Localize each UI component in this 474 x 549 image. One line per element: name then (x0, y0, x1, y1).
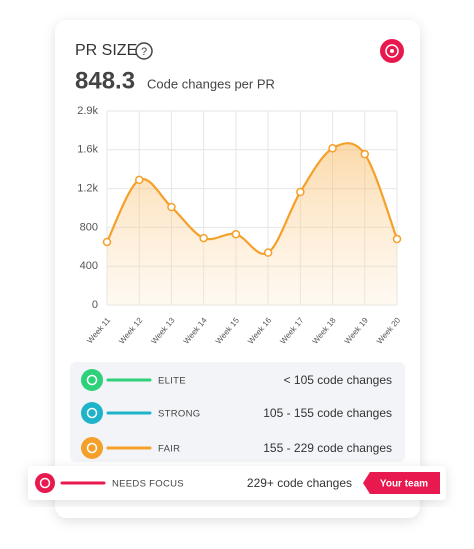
tier-icon-mark (86, 407, 98, 419)
y-tick-label: 2.9k (77, 105, 98, 117)
point (263, 248, 273, 257)
point (102, 237, 112, 247)
tier-label: STRONG (158, 409, 200, 420)
tier-range: 229+ code changes (247, 476, 352, 490)
point (296, 187, 305, 197)
point (392, 234, 402, 244)
chart-title: PR SIZE (75, 42, 137, 59)
area (107, 143, 397, 305)
tier-label: FAIR (158, 444, 180, 455)
target-icon (385, 44, 399, 58)
tier-icon (35, 473, 55, 493)
point (360, 149, 370, 159)
y-tick-label: 1.2k (77, 183, 98, 195)
tier-range: 155 - 229 code changes (263, 441, 392, 455)
tier-icon-mark (86, 374, 98, 386)
focus-row (28, 466, 446, 500)
tier-range: < 105 code changes (284, 373, 392, 387)
y-tick-label: 0 (92, 299, 98, 311)
headline-value: 848.3 (75, 67, 135, 94)
tier-label: NEEDS FOCUS (112, 479, 184, 490)
subtitle: Code changes per PR (147, 76, 275, 91)
tier-icon (81, 402, 103, 424)
y-tick-label: 800 (80, 221, 98, 233)
tier-icon-mark (39, 477, 51, 489)
help-icon[interactable] (135, 42, 153, 60)
tier-icon (81, 369, 103, 391)
point (199, 233, 208, 243)
point (328, 144, 337, 153)
tiers: ELITE < 105 code changes STRONG 105 - 155 c… (35, 369, 440, 494)
y-tick-label: 1.6k (77, 144, 98, 156)
tier-panel (70, 362, 405, 462)
tier-icon-mark (86, 442, 98, 454)
tier-range: 105 - 155 code changes (263, 406, 392, 420)
point (134, 175, 144, 185)
your-team-button[interactable]: Your team (363, 472, 440, 494)
point (231, 229, 241, 239)
target-icon (390, 49, 394, 53)
tier-label: ELITE (158, 376, 186, 387)
point (167, 202, 176, 212)
y-tick-label: 400 (80, 260, 98, 272)
line (106, 142, 399, 256)
help-icon-text: ? (141, 46, 147, 58)
button-shape (363, 472, 440, 494)
button-label: Your team (380, 479, 428, 490)
tier-icon (81, 437, 103, 459)
